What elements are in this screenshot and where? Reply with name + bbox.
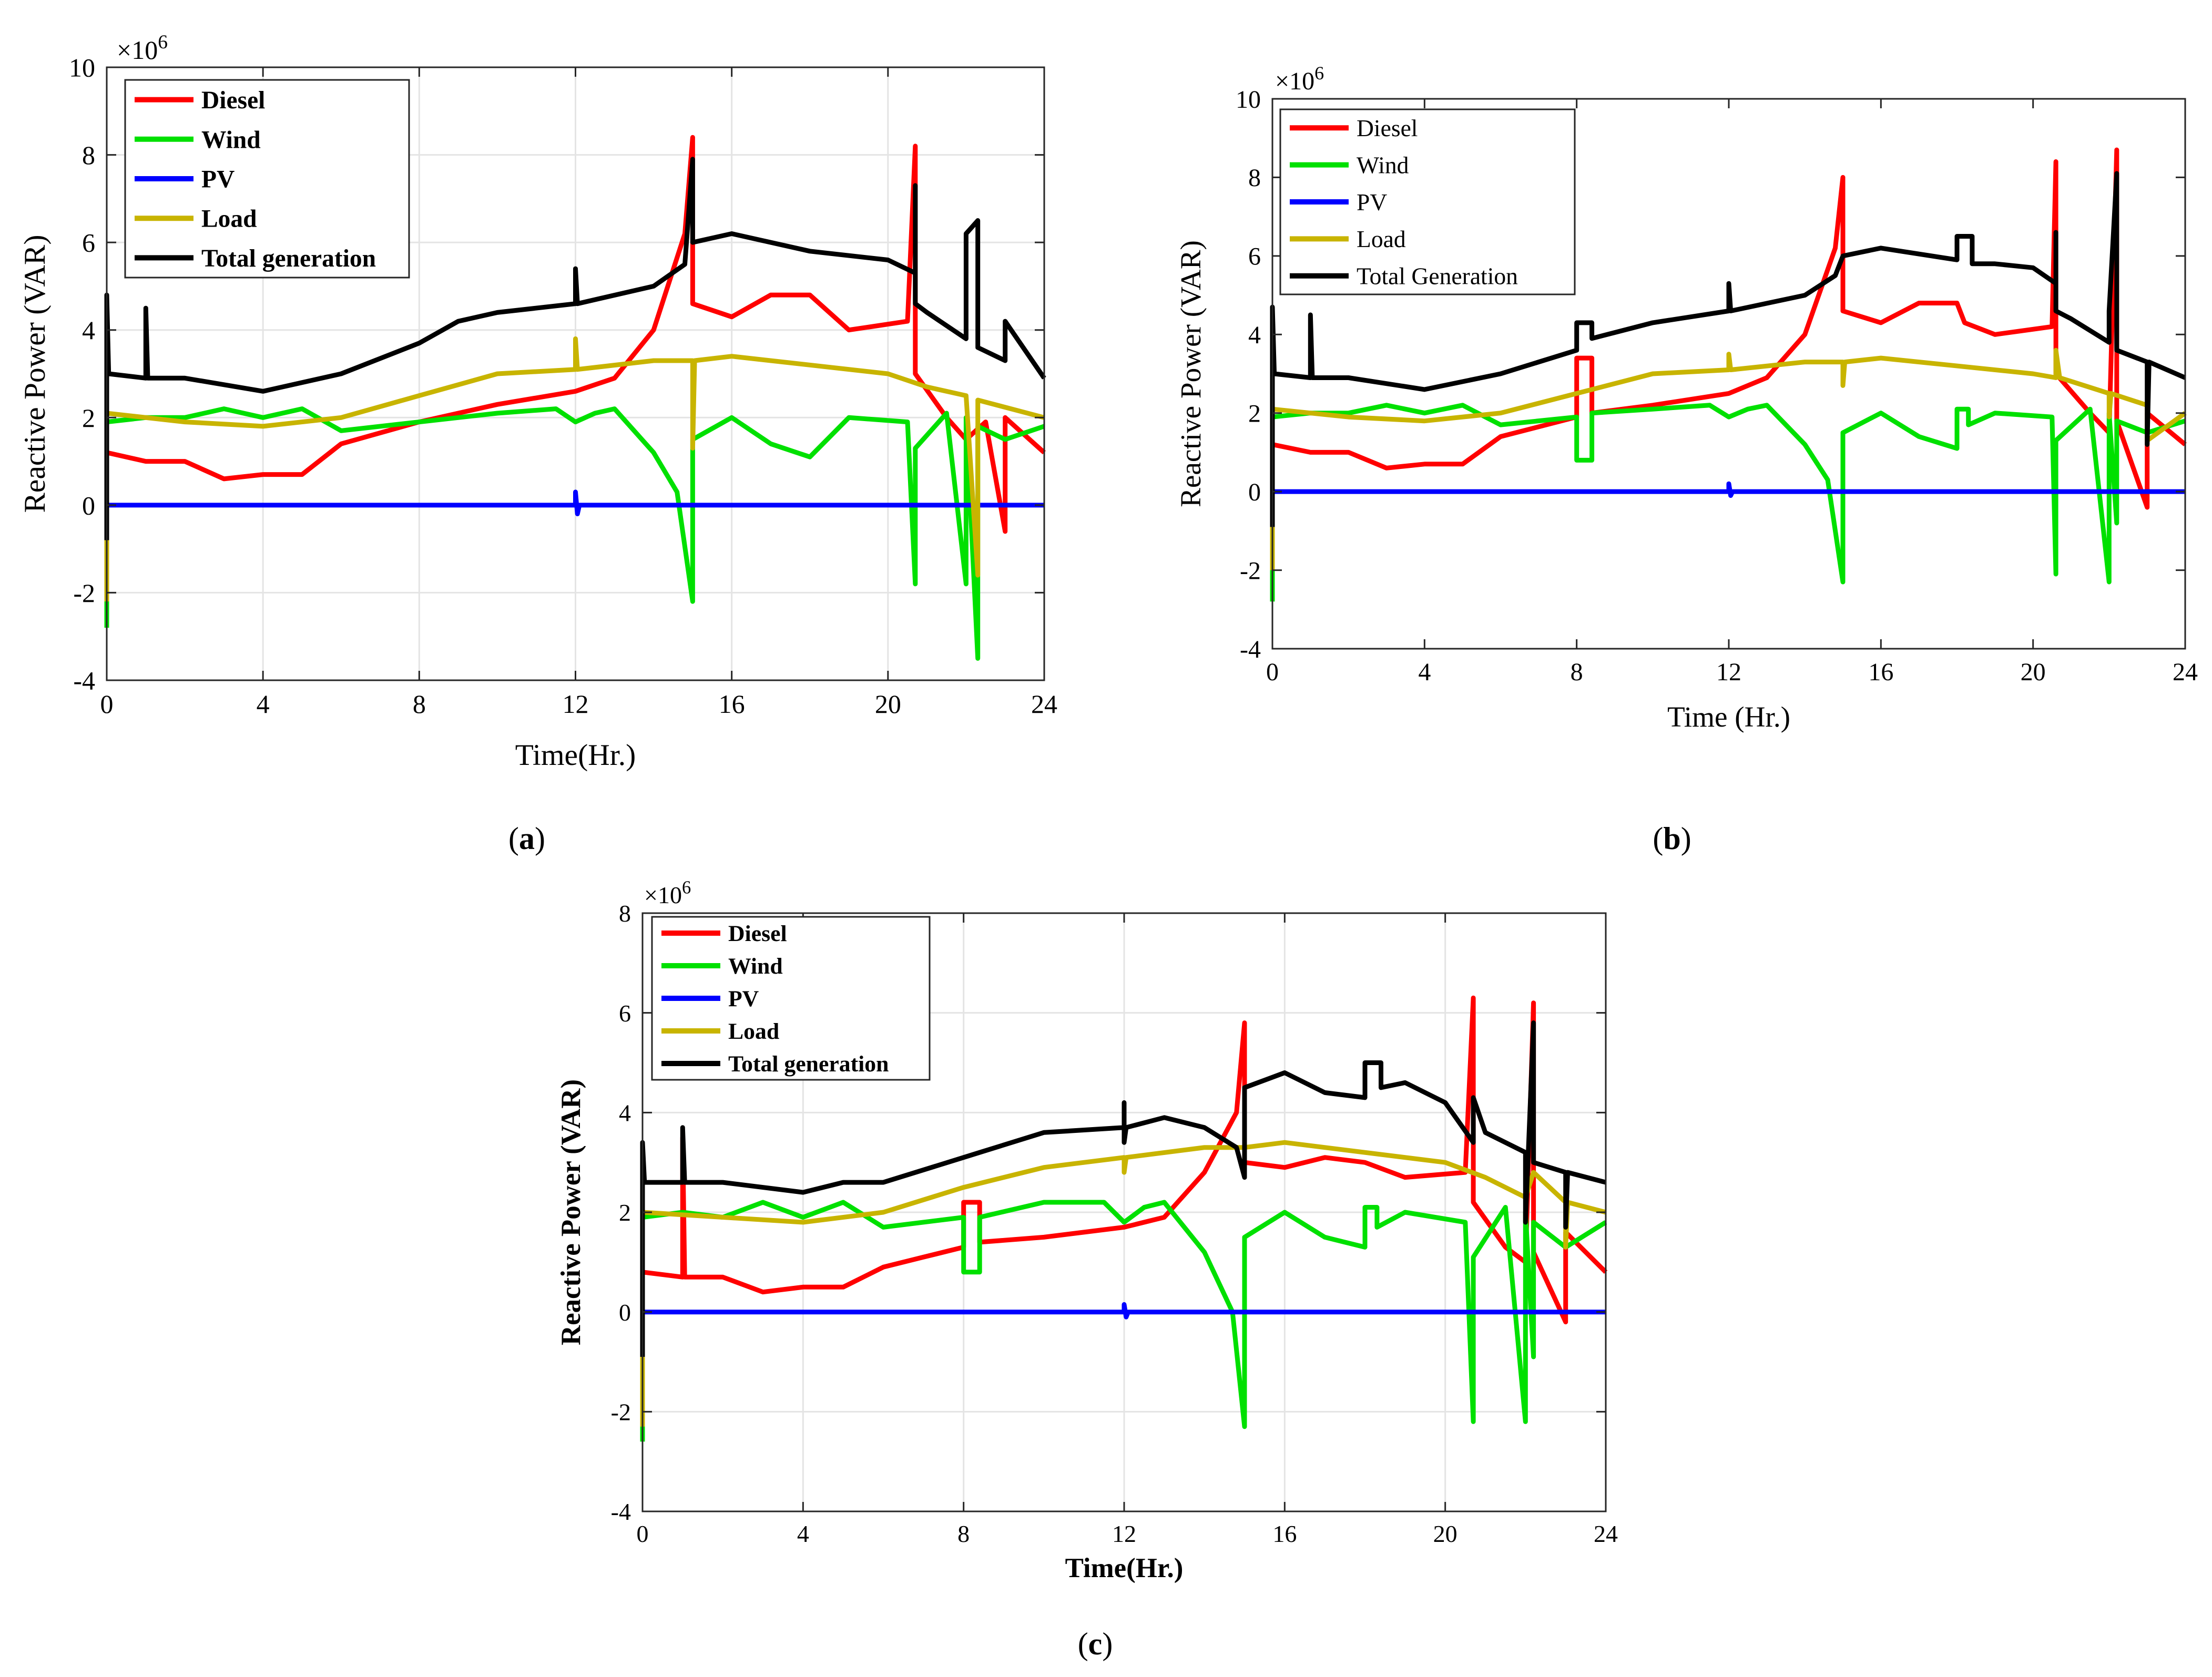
y-tick-label: 8	[1248, 164, 1261, 192]
legend-entry-label: PV	[1357, 189, 1387, 216]
series-line-diesel	[1272, 147, 2187, 510]
x-tick-label: 4	[1418, 658, 1431, 686]
x-tick-label: 24	[2173, 658, 2198, 686]
y-tick-label: 2	[1248, 400, 1261, 428]
series-line-load	[1270, 347, 2187, 570]
x-tick-label: 24	[1031, 689, 1057, 719]
x-tick-label: 24	[1594, 1520, 1618, 1547]
series-line-wind	[1270, 403, 2186, 602]
y-tick-label: 0	[619, 1299, 631, 1326]
y-tick-label: -2	[1240, 557, 1261, 585]
series-line-pv	[1272, 481, 2185, 498]
y-tick-label: 6	[82, 228, 95, 258]
y-axis-label: Reactive Power (VAR)	[556, 1079, 586, 1345]
legend-entry-label: Total generation	[201, 245, 376, 272]
x-tick-label: 0	[1266, 658, 1279, 686]
legend-entry-label: Wind	[201, 126, 261, 154]
y-tick-label: 4	[619, 1099, 631, 1126]
legend-entry-label: Wind	[1357, 151, 1409, 178]
x-tick-label: 4	[257, 689, 270, 719]
x-tick-label: 4	[797, 1520, 809, 1547]
legend-entry-label: PV	[728, 986, 759, 1011]
x-tick-label: 20	[1433, 1520, 1457, 1547]
series-line-wind	[640, 1200, 1607, 1442]
x-tick-label: 20	[875, 689, 901, 719]
series-line-total-generation	[640, 1020, 1607, 1357]
y-tick-label: 10	[1236, 86, 1261, 114]
chart-panel-a: 0 4 8 12 16 20 24-4-20246810×106Time(Hr.)React…	[18, 32, 1057, 856]
series-line-pv	[107, 489, 1044, 516]
y-tick-label: -4	[611, 1498, 631, 1525]
series-line-load	[640, 1140, 1607, 1427]
legend-entry-label: Diesel	[1357, 115, 1418, 141]
y-tick-label: 0	[82, 490, 95, 520]
legend-entry-label: Total generation	[728, 1051, 889, 1077]
y-tick-label: -2	[73, 578, 95, 608]
legend-entry-label: Total Generation	[1357, 263, 1518, 290]
y-tick-label: 2	[82, 403, 95, 433]
panel-label: (c)	[1078, 1627, 1113, 1661]
x-tick-label: 16	[719, 689, 745, 719]
y-tick-label: 2	[619, 1199, 631, 1226]
x-tick-label: 8	[1571, 658, 1583, 686]
chart-panel-c: 0 4 8 12 16 20 24-4-202468×106Time(Hr.)Reactiv…	[556, 878, 1618, 1661]
y-tick-label: 6	[1248, 243, 1261, 271]
legend-entry-label: PV	[201, 166, 235, 193]
series-line-pv	[643, 1302, 1606, 1320]
series-line-total-generation	[1270, 171, 2186, 527]
y-axis-label: Reactive Power (VAR)	[1175, 240, 1207, 507]
y-tick-label: 10	[69, 53, 95, 83]
x-tick-label: 16	[1868, 658, 1893, 686]
x-tick-label: 12	[1716, 658, 1741, 686]
x-tick-label: 8	[413, 689, 426, 719]
x-tick-label: 16	[1272, 1520, 1297, 1547]
x-tick-label: 0	[637, 1520, 649, 1547]
y-tick-label: -4	[1240, 636, 1261, 663]
x-tick-label: 8	[957, 1520, 970, 1547]
legend-entry-label: Load	[728, 1019, 779, 1044]
x-axis-label: Time (Hr.)	[1667, 701, 1790, 733]
x-tick-label: 12	[563, 689, 589, 719]
y-tick-label: 4	[1248, 321, 1261, 349]
y-multiplier: ×106	[117, 32, 168, 65]
y-tick-label: 0	[1248, 478, 1261, 506]
y-tick-label: -2	[611, 1398, 631, 1425]
panel-label: (b)	[1653, 821, 1691, 856]
y-multiplier: ×106	[644, 878, 691, 908]
series-line-wind	[104, 406, 1045, 661]
legend-entry-label: Diesel	[201, 87, 265, 114]
x-tick-label: 0	[100, 689, 114, 719]
y-tick-label: 4	[82, 315, 95, 345]
x-tick-label: 12	[1112, 1520, 1136, 1547]
series-line-total-generation	[104, 157, 1046, 540]
legend-entry-label: Diesel	[728, 921, 787, 946]
y-axis-label: Reactive Power (VAR)	[18, 234, 52, 513]
y-multiplier: ×106	[1275, 63, 1324, 95]
x-tick-label: 20	[2021, 658, 2046, 686]
y-tick-label: 8	[619, 900, 631, 927]
series-line-load	[104, 336, 1045, 602]
y-tick-label: -4	[73, 666, 95, 696]
legend-entry-label: Load	[201, 206, 257, 233]
y-tick-label: 8	[82, 140, 95, 170]
panel-label: (a)	[508, 821, 545, 856]
y-tick-label: 6	[619, 1000, 631, 1027]
x-axis-label: Time(Hr.)	[1065, 1553, 1184, 1583]
legend-entry-label: Wind	[728, 954, 783, 979]
legend-entry-label: Load	[1357, 226, 1406, 252]
x-axis-label: Time(Hr.)	[515, 739, 636, 772]
series-line-diesel	[642, 995, 1608, 1325]
